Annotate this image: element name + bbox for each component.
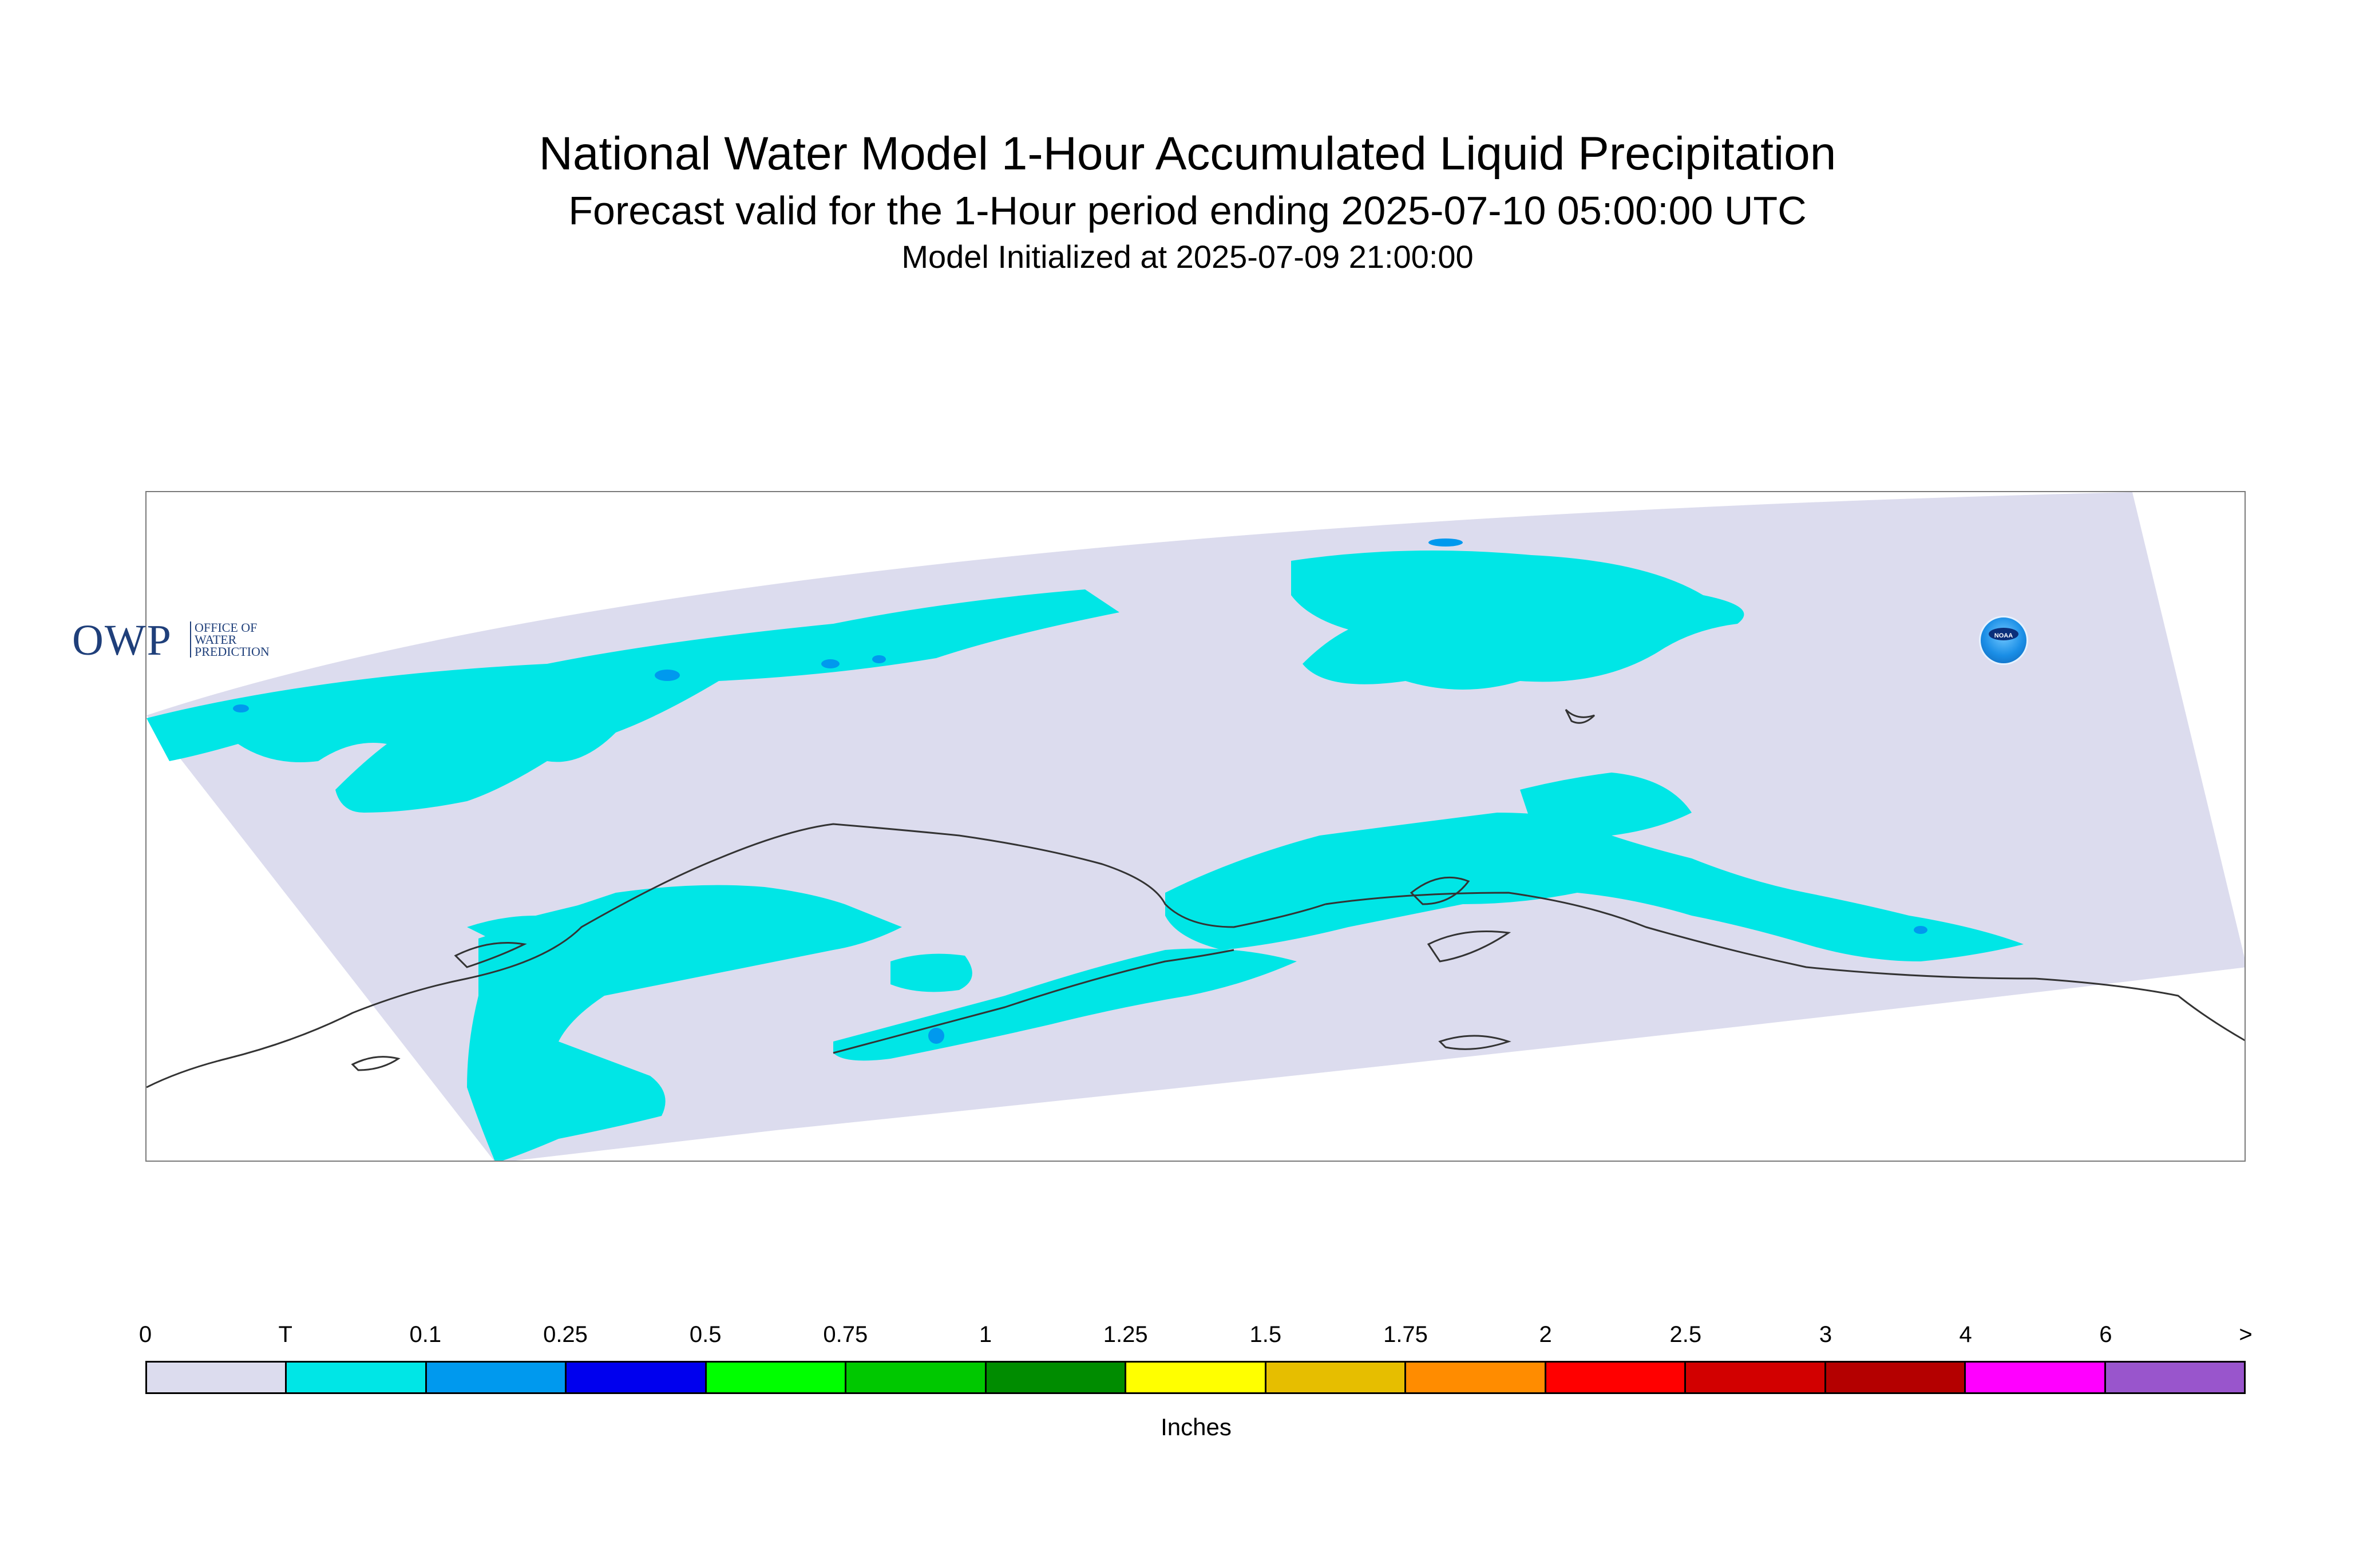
legend-swatch [1266,1363,1407,1392]
legend-label: 2 [1539,1322,1552,1347]
owp-logo-text: OFFICE OF WATER PREDICTION [190,621,270,658]
legend-label: 0.75 [823,1322,868,1347]
precip-area-northwest [147,589,1119,813]
precip-area-east-islands [1520,773,1692,836]
legend-label: 6 [2099,1322,2112,1347]
noaa-logo: NOAA [1979,616,2028,665]
island [351,1056,401,1071]
precip-spot [1428,538,1463,547]
legend-labels: 0 T 0.1 0.25 0.5 0.75 1 1.25 1.5 1.75 2 2.5 3 4 6 > [0,1322,2375,1356]
precip-area-northeast [1291,551,1744,690]
legend-swatch [706,1363,847,1392]
precip-area-west-coast [467,885,902,1161]
legend-colorbar [145,1361,2246,1394]
island [454,942,527,968]
precip-spot [872,655,886,663]
legend-units: Inches [1161,1413,1232,1440]
map-panel [145,491,2246,1162]
legend-swatch [1966,1363,2106,1392]
legend-swatch [1546,1363,1687,1392]
legend-swatch [1826,1363,1966,1392]
coastline-mainland [147,823,1326,1088]
island [1565,708,1596,724]
legend-label: 0 [138,1322,152,1347]
owp-logo: OWP OFFICE OF WATER PREDICTION [72,616,290,664]
owp-logo-letters: OWP [72,616,172,664]
coastline-kenai [1427,930,1511,963]
legend-label: 2.5 [1669,1322,1702,1347]
light-precip-spots [233,538,1927,1044]
legend-swatch [567,1363,707,1392]
legend-swatch [147,1363,287,1392]
precip-map [147,492,2245,1161]
precip-area-central [890,953,972,992]
noaa-logo-text: NOAA [1994,632,2013,639]
legend-swatch [1126,1363,1266,1392]
model-domain [147,492,2245,1161]
precip-area-gulf [1165,813,2024,961]
legend-label: 1.75 [1383,1322,1428,1347]
legend-label: > [2239,1322,2253,1347]
legend-label: 1.5 [1249,1322,1282,1347]
legend-label: 0.25 [543,1322,588,1347]
legend-swatch [2105,1363,2245,1392]
precip-spot [928,1028,944,1044]
precip-spot [233,704,249,712]
legend-swatch [426,1363,567,1392]
legend-swatch [1406,1363,1546,1392]
legend-label: 1 [979,1322,992,1347]
precip-area-peninsula [833,948,1297,1061]
legend-label: 0.1 [409,1322,442,1347]
precip-area-west-north [467,893,707,944]
trace-precip-areas [147,551,2024,1161]
noaa-bird-icon [1989,628,2018,640]
owp-logo-line: OFFICE OF [195,620,258,635]
legend-swatch [986,1363,1127,1392]
island [1410,876,1470,905]
map-subtitle: Forecast valid for the 1-Hour period end… [568,188,1807,233]
legend-label: 0.5 [689,1322,722,1347]
island [1438,1035,1511,1050]
legend-label: 4 [1959,1322,1972,1347]
legend-swatch [287,1363,427,1392]
legend-swatch [846,1363,987,1392]
legend-swatch [1686,1363,1826,1392]
precip-spot [655,670,680,681]
precip-spot [1914,926,1927,934]
precip-spot [821,659,840,668]
model-init-time: Model Initialized at 2025-07-09 21:00:00 [901,239,1474,275]
coastlines [147,708,2245,1088]
legend-label: 1.25 [1103,1322,1148,1347]
coastline-peninsula [833,949,1234,1054]
legend-label: T [278,1322,292,1347]
coastline-south [1325,892,2245,1042]
owp-logo-line: WATER [195,632,237,647]
map-title: National Water Model 1-Hour Accumulated … [539,128,1836,180]
legend-label: 3 [1819,1322,1832,1347]
owp-logo-line: PREDICTION [195,644,270,659]
